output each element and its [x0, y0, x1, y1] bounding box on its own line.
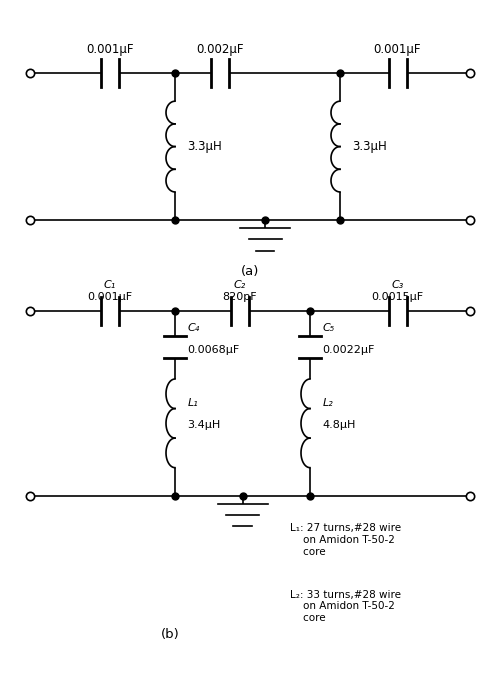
Text: 3.3μH: 3.3μH [352, 140, 388, 153]
Text: 4.8μH: 4.8μH [322, 420, 356, 430]
Text: 0.0015μF: 0.0015μF [372, 292, 424, 302]
Text: 0.002μF: 0.002μF [196, 43, 244, 56]
Text: C₂: C₂ [234, 280, 246, 290]
Text: 3.4μH: 3.4μH [188, 420, 221, 430]
Text: C₃: C₃ [392, 280, 404, 290]
Text: L₁: 27 turns,#28 wire
    on Amidon T-50-2
    core: L₁: 27 turns,#28 wire on Amidon T-50-2 c… [290, 524, 401, 557]
Text: (b): (b) [160, 628, 180, 641]
Text: L₂: L₂ [322, 398, 333, 408]
Text: L₂: 33 turns,#28 wire
    on Amidon T-50-2
    core: L₂: 33 turns,#28 wire on Amidon T-50-2 c… [290, 590, 401, 623]
Text: 3.3μH: 3.3μH [188, 140, 222, 153]
Text: 0.001μF: 0.001μF [374, 43, 421, 56]
Text: 0.001μF: 0.001μF [86, 43, 134, 56]
Text: 0.0022μF: 0.0022μF [322, 345, 375, 355]
Text: 0.0068μF: 0.0068μF [188, 345, 240, 355]
Text: C₄: C₄ [188, 323, 200, 333]
Text: C₅: C₅ [322, 323, 335, 333]
Text: L₁: L₁ [188, 398, 198, 408]
Text: C₁: C₁ [104, 280, 116, 290]
Text: (a): (a) [241, 265, 259, 279]
Text: 820pF: 820pF [222, 292, 258, 302]
Text: 0.001μF: 0.001μF [88, 292, 132, 302]
